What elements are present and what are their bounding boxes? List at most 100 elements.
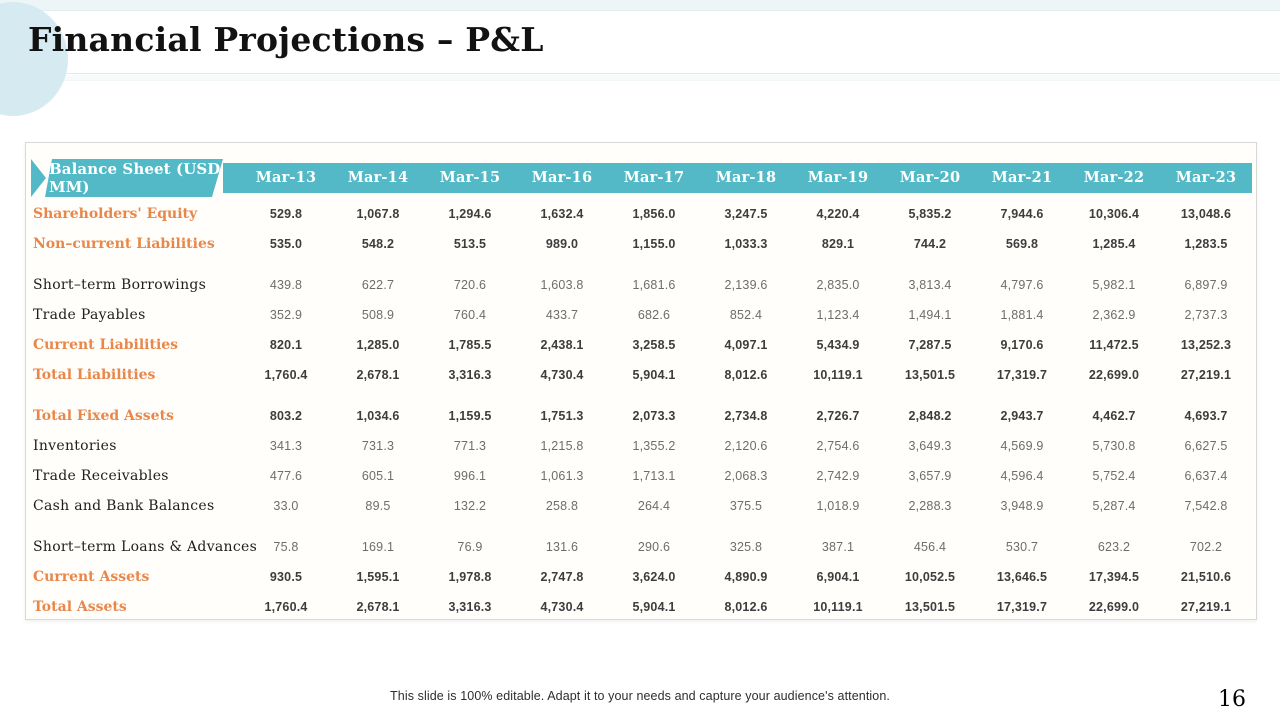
cell-value: 10,306.4 <box>1088 207 1140 221</box>
cell-value: 13,501.5 <box>904 600 956 614</box>
cell-value: 2,678.1 <box>356 368 400 382</box>
cell-value: 2,747.8 <box>540 570 584 584</box>
cell-value: 535.0 <box>269 237 303 251</box>
cell-value: 5,904.1 <box>632 600 676 614</box>
cell-value: 1,632.4 <box>540 207 584 221</box>
row-values: 477.6 605.1 996.1 1,061.3 1,713.1 2,068.3 2,74… <box>240 469 1252 483</box>
cell-value: 169.1 <box>361 540 395 554</box>
cell-value: 3,624.0 <box>632 570 676 584</box>
cell-value: 10,119.1 <box>813 600 863 614</box>
cell-value: 8,012.6 <box>724 600 768 614</box>
cell-value: 258.8 <box>545 499 579 513</box>
cell-value: 1,033.3 <box>724 237 768 251</box>
cell-value: 771.3 <box>453 439 487 453</box>
cell-value: 1,751.3 <box>540 409 584 423</box>
column-header: Mar-16 <box>531 169 593 186</box>
cell-value: 17,394.5 <box>1088 570 1140 584</box>
row-values: 529.8 1,067.8 1,294.6 1,632.4 1,856.0 3,247.5… <box>240 207 1252 221</box>
cell-value: 829.1 <box>821 237 855 251</box>
row-label: Shareholders' Equity <box>33 206 198 222</box>
cell-value: 605.1 <box>361 469 395 483</box>
cell-value: 744.2 <box>913 237 947 251</box>
row-values: 1,760.4 2,678.1 3,316.3 4,730.4 5,904.1 8,012… <box>240 368 1252 382</box>
cell-value: 76.9 <box>457 540 483 554</box>
cell-value: 131.6 <box>545 540 579 554</box>
cell-value: 264.4 <box>637 499 671 513</box>
cell-value: 341.3 <box>269 439 303 453</box>
cell-value: 1,285.4 <box>1092 237 1136 251</box>
cell-value: 4,220.4 <box>816 207 860 221</box>
cell-value: 1,061.3 <box>540 469 584 483</box>
cell-value: 2,362.9 <box>1092 308 1136 322</box>
page-number: 16 <box>1218 687 1246 712</box>
cell-value: 2,835.0 <box>816 278 860 292</box>
cell-value: 75.8 <box>273 540 299 554</box>
table-row: Current Liabilities 820.1 1,285.0 1,785.5 2,… <box>30 330 1252 360</box>
cell-value: 2,726.7 <box>816 409 860 423</box>
cell-value: 352.9 <box>269 308 303 322</box>
cell-value: 27,219.1 <box>1180 600 1232 614</box>
cell-value: 3,948.9 <box>1000 499 1044 513</box>
cell-value: 10,119.1 <box>813 368 863 382</box>
cell-value: 4,693.7 <box>1184 409 1228 423</box>
cell-value: 1,881.4 <box>1000 308 1044 322</box>
table-body: Shareholders' Equity 529.8 1,067.8 1,294.6 1… <box>30 199 1252 622</box>
cell-value: 375.5 <box>729 499 763 513</box>
cell-value: 1,355.2 <box>632 439 676 453</box>
cell-value: 477.6 <box>269 469 303 483</box>
title-substrip <box>0 75 1280 81</box>
cell-value: 132.2 <box>453 499 487 513</box>
cell-value: 7,542.8 <box>1184 499 1228 513</box>
balance-sheet-banner: Balance Sheet (USD MM) <box>31 159 223 197</box>
cell-value: 17,319.7 <box>996 600 1048 614</box>
cell-value: 3,649.3 <box>908 439 952 453</box>
cell-value: 820.1 <box>269 338 303 352</box>
cell-value: 508.9 <box>361 308 395 322</box>
column-header: Mar-22 <box>1083 169 1145 186</box>
cell-value: 5,730.8 <box>1092 439 1136 453</box>
table-row: Total Assets 1,760.4 2,678.1 3,316.3 4,730.4… <box>30 592 1252 622</box>
cell-value: 1,283.5 <box>1184 237 1228 251</box>
column-header: Mar-23 <box>1175 169 1237 186</box>
cell-value: 387.1 <box>821 540 855 554</box>
cell-value: 1,978.8 <box>448 570 492 584</box>
row-label: Total Fixed Assets <box>33 408 174 424</box>
cell-value: 5,835.2 <box>908 207 952 221</box>
cell-value: 27,219.1 <box>1180 368 1232 382</box>
cell-value: 1,595.1 <box>356 570 400 584</box>
cell-value: 622.7 <box>361 278 395 292</box>
cell-value: 2,068.3 <box>724 469 768 483</box>
cell-value: 17,319.7 <box>996 368 1048 382</box>
cell-value: 2,754.6 <box>816 439 860 453</box>
cell-value: 1,159.5 <box>448 409 492 423</box>
column-header: Mar-18 <box>715 169 777 186</box>
row-values: 1,760.4 2,678.1 3,316.3 4,730.4 5,904.1 8,012… <box>240 600 1252 614</box>
cell-value: 5,287.4 <box>1092 499 1136 513</box>
cell-value: 325.8 <box>729 540 763 554</box>
cell-value: 5,904.1 <box>632 368 676 382</box>
cell-value: 4,797.6 <box>1000 278 1044 292</box>
cell-value: 1,215.8 <box>540 439 584 453</box>
cell-value: 5,752.4 <box>1092 469 1136 483</box>
row-values: 803.2 1,034.6 1,159.5 1,751.3 2,073.3 2,734.8… <box>240 409 1252 423</box>
table-spacer-row <box>30 390 1252 401</box>
cell-value: 4,097.1 <box>724 338 768 352</box>
row-label: Total Assets <box>33 599 127 615</box>
cell-value: 11,472.5 <box>1089 338 1139 352</box>
cell-value: 13,646.5 <box>996 570 1048 584</box>
cell-value: 702.2 <box>1189 540 1223 554</box>
title-bar <box>0 12 1280 74</box>
column-header: Mar-13 <box>255 169 317 186</box>
table-row: Trade Payables 352.9 508.9 760.4 433.7 682.6 8… <box>30 300 1252 330</box>
cell-value: 1,018.9 <box>816 499 860 513</box>
row-values: 439.8 622.7 720.6 1,603.8 1,681.6 2,139.6 2,83… <box>240 278 1252 292</box>
table-row: Short–term Loans & Advances 75.8 169.1 76.9… <box>30 532 1252 562</box>
cell-value: 2,943.7 <box>1000 409 1044 423</box>
table-row: Total Liabilities 1,760.4 2,678.1 3,316.3 4,… <box>30 360 1252 390</box>
cell-value: 22,699.0 <box>1088 600 1140 614</box>
cell-value: 9,170.6 <box>1000 338 1044 352</box>
table-row: Total Fixed Assets 803.2 1,034.6 1,159.5 1,7… <box>30 401 1252 431</box>
band-spacer <box>223 163 240 193</box>
cell-value: 623.2 <box>1097 540 1131 554</box>
cell-value: 2,737.3 <box>1184 308 1228 322</box>
